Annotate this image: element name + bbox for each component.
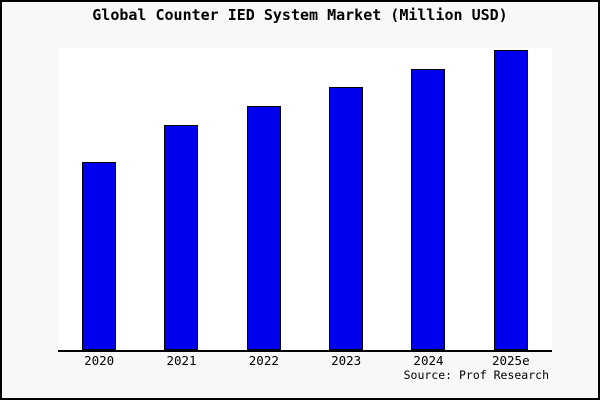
bar	[329, 87, 364, 350]
x-tick-label: 2022	[248, 353, 279, 368]
x-tick-label: 2025e	[491, 353, 530, 368]
x-tick-label: 2021	[166, 353, 197, 368]
bar-slot	[223, 48, 305, 350]
bar-slot	[470, 48, 552, 350]
bar	[411, 69, 446, 350]
bar-slot	[387, 48, 469, 350]
x-tick-label: 2024	[413, 353, 444, 368]
bar-slot	[305, 48, 387, 350]
bar-slot	[58, 48, 140, 350]
chart-title: Global Counter IED System Market (Millio…	[92, 6, 508, 24]
x-tick-label: 2020	[84, 353, 115, 368]
bar	[493, 50, 528, 350]
x-axis-labels: 2020 2021 2022 2023 2024 2025e	[58, 353, 552, 368]
bar	[82, 162, 117, 350]
bar	[164, 125, 199, 350]
source-note: Source: Prof Research	[403, 368, 549, 382]
x-tick-label: 2023	[331, 353, 362, 368]
bars-container	[58, 48, 552, 350]
plot-area	[58, 48, 552, 352]
bar	[246, 106, 281, 350]
bar-slot	[140, 48, 222, 350]
